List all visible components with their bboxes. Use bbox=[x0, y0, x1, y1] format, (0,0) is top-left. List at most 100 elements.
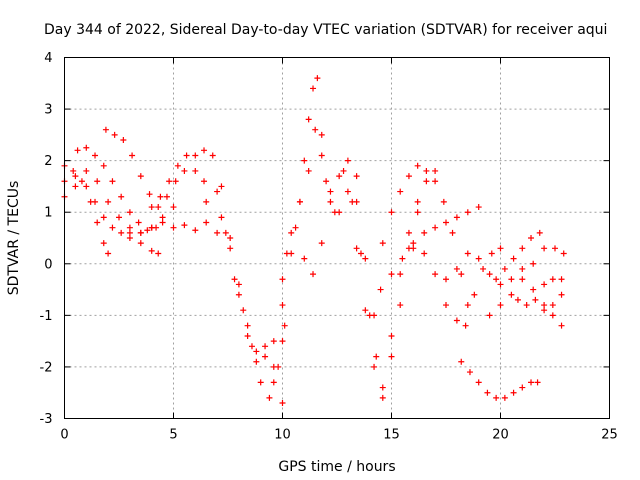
data-point bbox=[514, 296, 521, 303]
data-point bbox=[558, 276, 565, 283]
data-point bbox=[74, 147, 81, 154]
data-point bbox=[379, 384, 386, 391]
data-point bbox=[281, 322, 288, 329]
data-point bbox=[240, 307, 247, 314]
chart-title: Day 344 of 2022, Sidereal Day-to-day VTE… bbox=[44, 22, 607, 38]
data-point bbox=[314, 75, 321, 82]
data-point bbox=[218, 183, 225, 190]
data-point bbox=[155, 250, 162, 257]
data-point bbox=[536, 229, 543, 236]
series-track-l bbox=[279, 75, 338, 309]
data-point bbox=[443, 302, 449, 309]
data-point bbox=[296, 198, 303, 205]
data-point bbox=[379, 240, 386, 247]
data-point bbox=[305, 167, 312, 174]
data-point bbox=[464, 302, 471, 309]
data-point bbox=[201, 178, 208, 185]
data-point bbox=[109, 224, 116, 231]
data-point bbox=[144, 227, 151, 234]
data-point bbox=[327, 188, 334, 195]
data-point bbox=[137, 229, 144, 236]
data-point bbox=[549, 302, 556, 309]
data-point bbox=[560, 250, 567, 257]
data-point bbox=[443, 276, 449, 283]
data-point bbox=[421, 229, 428, 236]
data-point bbox=[475, 255, 482, 262]
data-point bbox=[410, 245, 417, 252]
data-point bbox=[301, 157, 308, 164]
data-point bbox=[116, 214, 122, 221]
data-point bbox=[159, 214, 166, 221]
data-point bbox=[262, 343, 269, 350]
data-point bbox=[399, 255, 406, 262]
data-point bbox=[462, 322, 469, 329]
data-point bbox=[519, 265, 526, 272]
data-point bbox=[484, 389, 491, 396]
y-axis-label: SDTVAR / TECUs bbox=[6, 181, 22, 296]
data-point bbox=[312, 126, 319, 133]
data-point bbox=[331, 209, 338, 216]
data-point bbox=[83, 167, 90, 174]
data-point bbox=[432, 167, 439, 174]
data-point bbox=[266, 394, 273, 401]
y-tick-label: 2 bbox=[44, 154, 52, 169]
data-point bbox=[388, 332, 395, 339]
data-point bbox=[279, 302, 286, 309]
y-tick-label: 4 bbox=[44, 51, 52, 66]
data-point bbox=[203, 219, 210, 226]
data-point bbox=[523, 302, 530, 309]
data-point bbox=[100, 214, 107, 221]
data-series bbox=[61, 75, 567, 407]
data-point bbox=[475, 379, 482, 386]
data-point bbox=[466, 369, 473, 376]
data-point bbox=[270, 338, 277, 345]
data-point bbox=[275, 363, 282, 370]
grid bbox=[64, 57, 610, 419]
data-point bbox=[362, 255, 369, 262]
series-track-q bbox=[377, 204, 482, 293]
data-point bbox=[283, 250, 290, 257]
series-track-x bbox=[530, 276, 565, 293]
data-point bbox=[181, 222, 188, 229]
data-point bbox=[552, 245, 558, 252]
data-point bbox=[432, 224, 439, 231]
data-point bbox=[493, 276, 500, 283]
data-point bbox=[353, 173, 360, 180]
data-point bbox=[137, 173, 144, 180]
data-point bbox=[235, 291, 242, 298]
series-track-g bbox=[148, 152, 208, 211]
data-point bbox=[464, 250, 471, 257]
data-point bbox=[248, 343, 255, 350]
data-point bbox=[534, 379, 541, 386]
data-point bbox=[279, 400, 286, 407]
data-point bbox=[558, 291, 565, 298]
data-point bbox=[222, 229, 229, 236]
data-point bbox=[279, 338, 286, 345]
y-tick-label: -1 bbox=[40, 309, 53, 324]
data-point bbox=[443, 219, 449, 226]
data-point bbox=[493, 394, 500, 401]
data-point bbox=[530, 286, 537, 293]
data-point bbox=[318, 240, 325, 247]
data-point bbox=[414, 209, 421, 216]
data-point bbox=[340, 167, 347, 174]
data-point bbox=[414, 162, 421, 169]
data-point bbox=[318, 152, 325, 159]
data-point bbox=[414, 198, 421, 205]
data-point bbox=[497, 245, 504, 252]
data-point bbox=[528, 235, 535, 241]
series-track-y bbox=[541, 291, 565, 314]
series-track-d bbox=[74, 144, 160, 234]
data-point bbox=[388, 209, 395, 216]
data-point bbox=[192, 167, 199, 174]
data-point bbox=[532, 296, 539, 303]
data-point bbox=[262, 353, 269, 360]
data-point bbox=[501, 394, 508, 401]
data-point bbox=[349, 198, 356, 205]
series-track-s bbox=[443, 250, 526, 288]
data-point bbox=[157, 193, 164, 200]
data-point bbox=[464, 209, 471, 216]
data-point bbox=[118, 193, 125, 200]
series-track-i bbox=[203, 188, 288, 401]
data-point bbox=[336, 173, 343, 180]
